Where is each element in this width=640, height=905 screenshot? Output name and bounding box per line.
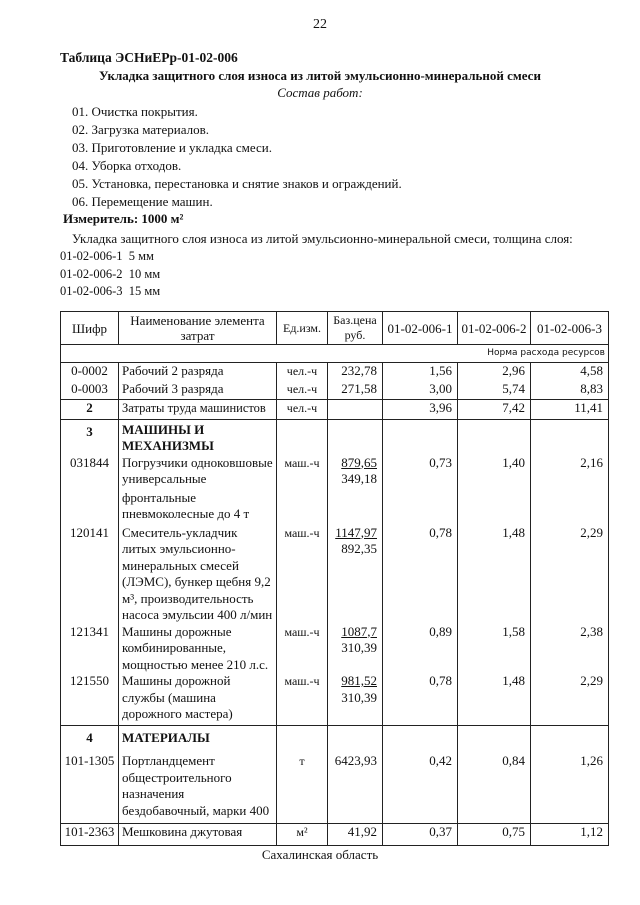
- works-list: 01. Очистка покрытия. 02. Загрузка матер…: [72, 103, 402, 211]
- table-row: 031844 Погрузчики одноковшовые универсал…: [60, 454, 609, 523]
- work-item: 05. Установка, перестановка и снятие зна…: [72, 176, 402, 191]
- variants: 01-02-006-1 5 мм 01-02-006-2 10 мм 01-02…: [60, 248, 160, 301]
- table-row: 101-2363 Мешковина джутовая м² 41,92 0,37 0,7…: [60, 823, 609, 846]
- header-price: Баз.цена руб.: [327, 311, 383, 345]
- table-header: Шифр Наименование элемента затрат Ед.изм…: [60, 311, 609, 345]
- header-col1: 01-02-006-1: [382, 311, 458, 345]
- composition-heading: Состав работ:: [277, 85, 363, 100]
- variant: 01-02-006-3 15 мм: [60, 284, 161, 298]
- page-number: 22: [313, 17, 327, 32]
- resource-table: Шифр Наименование элемента затрат Ед.изм…: [60, 311, 609, 846]
- meter: Измеритель: 1000 м²: [63, 211, 184, 226]
- footer-region: Сахалинская область: [261, 847, 379, 862]
- table-row: 121550 Машины дорожной службы (машина до…: [60, 673, 609, 726]
- subtitle: Укладка защитного слоя износа из литой э…: [99, 68, 541, 83]
- norma-label: Норма расхода ресурсов: [60, 344, 609, 363]
- section-row: 3 МАШИНЫ И МЕХАНИЗМЫ: [60, 418, 609, 455]
- description: Укладка защитного слоя износа из литой э…: [72, 231, 573, 246]
- variant: 01-02-006-1 5 мм: [60, 249, 154, 263]
- table-title: Таблица ЭСНиЕРр-01-02-006: [60, 50, 238, 65]
- header-col2: 01-02-006-2: [457, 311, 531, 345]
- header-col3: 01-02-006-3: [530, 311, 609, 345]
- work-item: 01. Очистка покрытия.: [72, 104, 198, 119]
- work-item: 04. Уборка отходов.: [72, 158, 182, 173]
- header-name: Наименование элемента затрат: [118, 311, 277, 345]
- table-row: 0-0002 Рабочий 2 разряда чел.-ч 232,78 1,56 2…: [60, 361, 609, 381]
- work-item: 03. Приготовление и укладка смеси.: [72, 140, 272, 155]
- table-row: 101-1305 Портландцемент общестроительног…: [60, 749, 609, 824]
- table-row: 0-0003 Рабочий 3 разряда чел.-ч 271,58 3,00 5…: [60, 381, 609, 400]
- header-unit: Ед.изм.: [276, 311, 328, 345]
- work-item: 06. Перемещение машин.: [72, 194, 213, 209]
- table-row: 121341 Машины дорожные комбинированные, …: [60, 623, 609, 673]
- table-row: 2 Затраты труда машинистов чел.-ч 3,96 7,42 1…: [60, 398, 609, 420]
- header-code: Шифр: [60, 311, 119, 345]
- table-row: 120141 Смеситель-укладчик литых эмульсио…: [60, 522, 609, 624]
- work-item: 02. Загрузка материалов.: [72, 122, 209, 137]
- section-row: 4 МАТЕРИАЛЫ: [60, 724, 609, 749]
- variant: 01-02-006-2 10 мм: [60, 266, 161, 281]
